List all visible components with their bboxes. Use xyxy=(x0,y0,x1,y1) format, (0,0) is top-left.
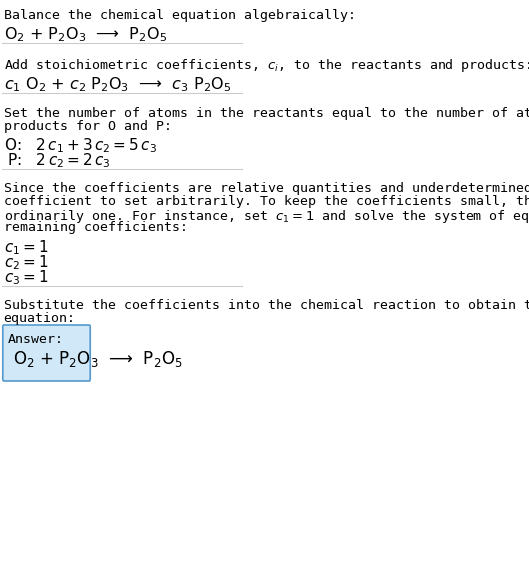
Text: ordinarily one. For instance, set $c_1 = 1$ and solve the system of equations fo: ordinarily one. For instance, set $c_1 =… xyxy=(4,208,529,225)
Text: P:   $2\,c_2 = 2\,c_3$: P: $2\,c_2 = 2\,c_3$ xyxy=(7,151,111,170)
Text: Balance the chemical equation algebraically:: Balance the chemical equation algebraica… xyxy=(4,9,355,22)
Text: O:   $2\,c_1 + 3\,c_2 = 5\,c_3$: O: $2\,c_1 + 3\,c_2 = 5\,c_3$ xyxy=(4,136,157,155)
Text: $c_1$ O$_2$ + $c_2$ P$_2$O$_3$  ⟶  $c_3$ P$_2$O$_5$: $c_1$ O$_2$ + $c_2$ P$_2$O$_3$ ⟶ $c_3$ P… xyxy=(4,75,231,94)
Text: Set the number of atoms in the reactants equal to the number of atoms in the: Set the number of atoms in the reactants… xyxy=(4,107,529,120)
Text: products for O and P:: products for O and P: xyxy=(4,120,172,133)
Text: remaining coefficients:: remaining coefficients: xyxy=(4,221,188,234)
Text: coefficient to set arbitrarily. To keep the coefficients small, the arbitrary va: coefficient to set arbitrarily. To keep … xyxy=(4,195,529,208)
Text: $c_3 = 1$: $c_3 = 1$ xyxy=(4,268,48,287)
Text: $c_1 = 1$: $c_1 = 1$ xyxy=(4,238,48,257)
Text: Answer:: Answer: xyxy=(7,333,63,346)
Text: O$_2$ + P$_2$O$_3$  ⟶  P$_2$O$_5$: O$_2$ + P$_2$O$_3$ ⟶ P$_2$O$_5$ xyxy=(4,25,167,44)
Text: Substitute the coefficients into the chemical reaction to obtain the balanced: Substitute the coefficients into the che… xyxy=(4,299,529,312)
Text: Since the coefficients are relative quantities and underdetermined, choose a: Since the coefficients are relative quan… xyxy=(4,182,529,195)
FancyBboxPatch shape xyxy=(3,325,90,381)
Text: equation:: equation: xyxy=(4,312,76,325)
Text: $c_2 = 1$: $c_2 = 1$ xyxy=(4,253,48,272)
Text: O$_2$ + P$_2$O$_3$  ⟶  P$_2$O$_5$: O$_2$ + P$_2$O$_3$ ⟶ P$_2$O$_5$ xyxy=(13,349,183,369)
Text: Add stoichiometric coefficients, $c_i$, to the reactants and products:: Add stoichiometric coefficients, $c_i$, … xyxy=(4,57,529,74)
